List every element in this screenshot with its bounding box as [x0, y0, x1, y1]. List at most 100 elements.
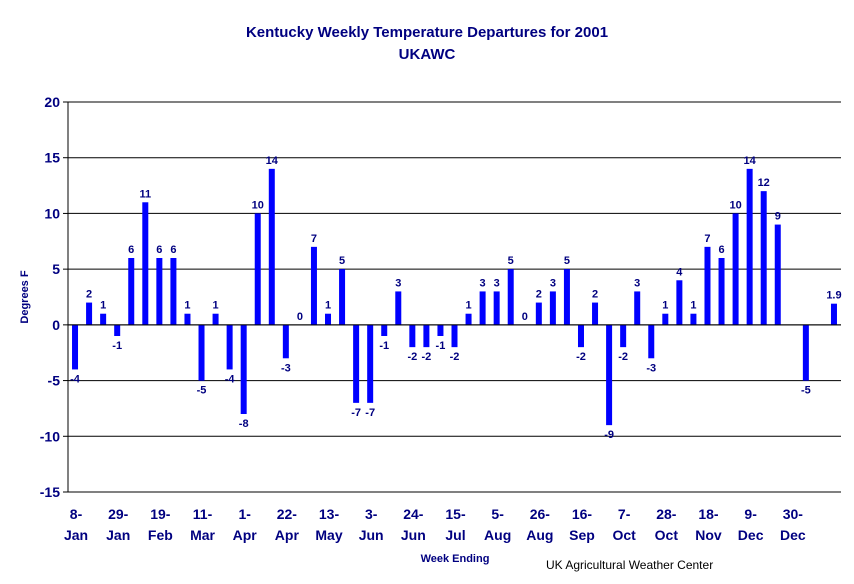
bar	[563, 269, 570, 325]
data-label: 7	[704, 233, 710, 245]
x-tick-label-day: 11-	[193, 506, 213, 522]
data-label: -5	[197, 385, 207, 397]
x-tick-label-month: Oct	[612, 527, 636, 543]
bar	[662, 313, 669, 325]
data-label: 4	[676, 266, 683, 278]
data-label: 0	[297, 311, 303, 323]
bar	[451, 324, 458, 348]
data-label: 1	[100, 300, 106, 312]
x-tick-label-day: 30-	[783, 506, 804, 522]
bar	[620, 324, 627, 348]
bar	[760, 191, 767, 325]
bars	[72, 168, 837, 426]
data-label: 11	[139, 188, 151, 200]
y-tick-label: 20	[44, 94, 60, 110]
bar	[704, 246, 711, 325]
bar	[170, 258, 177, 325]
x-tick-label-month: Feb	[148, 527, 173, 543]
x-tick-label-month: Sep	[569, 527, 595, 543]
x-tick-label-month: Jun	[401, 527, 426, 543]
bar	[142, 202, 149, 325]
bar	[128, 258, 135, 325]
data-label: -4	[225, 373, 236, 385]
bar	[634, 291, 641, 325]
data-label: 6	[128, 244, 134, 256]
bar	[746, 168, 753, 325]
x-tick-label-day: 1-	[238, 506, 251, 522]
bar	[353, 324, 360, 403]
data-label: 9	[775, 211, 781, 223]
x-tick-label-day: 3-	[365, 506, 378, 522]
x-tick-label-month: Jan	[106, 527, 130, 543]
data-label: -2	[407, 351, 417, 363]
x-tick-label-day: 5-	[491, 506, 504, 522]
x-tick-label-month: Nov	[695, 527, 722, 543]
data-label: 12	[758, 177, 770, 189]
bar	[268, 168, 275, 325]
bar	[156, 258, 163, 325]
data-label: 3	[395, 277, 401, 289]
x-tick-label-month: Jun	[359, 527, 384, 543]
x-tick-label-month: Dec	[780, 527, 806, 543]
x-tick-label-day: 13-	[319, 506, 340, 522]
bar	[577, 324, 584, 348]
data-label: 10	[252, 199, 264, 211]
data-label: -7	[365, 407, 375, 419]
bar	[592, 302, 599, 325]
data-label: -9	[604, 429, 614, 441]
chart-subtitle: UKAWC	[399, 46, 456, 63]
bar	[367, 324, 374, 403]
data-label: 1	[325, 300, 331, 312]
bar	[507, 269, 514, 325]
data-label: -2	[450, 351, 460, 363]
y-axis-ticks: 20 15 10 5 0 -5 -10 -15	[40, 94, 68, 500]
y-tick-label: -5	[48, 373, 61, 389]
data-label: 10	[729, 199, 741, 211]
data-label: 1	[213, 300, 219, 312]
data-label: 5	[564, 255, 570, 267]
data-label: -3	[281, 362, 291, 374]
data-label: 3	[494, 277, 500, 289]
data-label: 6	[170, 244, 176, 256]
data-label: -2	[618, 351, 628, 363]
bar	[212, 313, 219, 325]
bar	[184, 313, 191, 325]
bar	[676, 280, 683, 325]
x-tick-label-month: Dec	[738, 527, 764, 543]
x-tick-label-day: 15-	[445, 506, 466, 522]
x-tick-label-day: 22-	[277, 506, 298, 522]
data-label: -5	[801, 385, 811, 397]
y-axis-title: Degrees F	[19, 270, 31, 323]
data-label: 6	[718, 244, 724, 256]
x-tick-label-day: 8-	[70, 506, 83, 522]
data-label: 1.9	[826, 290, 841, 302]
data-label: 3	[480, 277, 486, 289]
bar	[395, 291, 402, 325]
bar	[648, 324, 655, 359]
gridlines	[67, 101, 841, 493]
x-tick-label-month: Aug	[484, 527, 511, 543]
data-label: -2	[576, 351, 586, 363]
x-tick-label-day: 7-	[618, 506, 631, 522]
data-label: 2	[536, 289, 542, 301]
bar	[72, 324, 79, 370]
data-label: 3	[550, 277, 556, 289]
bar	[437, 324, 444, 336]
bar	[774, 224, 781, 325]
x-tick-label-month: Aug	[526, 527, 553, 543]
data-label: 1	[690, 300, 696, 312]
bar	[240, 324, 247, 414]
bar	[325, 313, 332, 325]
y-tick-label: 5	[52, 261, 60, 277]
y-tick-label: -15	[40, 484, 60, 500]
data-label: -4	[70, 373, 81, 385]
bar	[423, 324, 430, 348]
x-tick-label-month: Apr	[275, 527, 300, 543]
bar	[479, 291, 486, 325]
x-tick-label-day: 18-	[698, 506, 719, 522]
data-label: 3	[634, 277, 640, 289]
y-tick-label: -10	[40, 428, 60, 444]
data-label: 1	[662, 300, 668, 312]
y-tick-label: 0	[52, 317, 60, 333]
